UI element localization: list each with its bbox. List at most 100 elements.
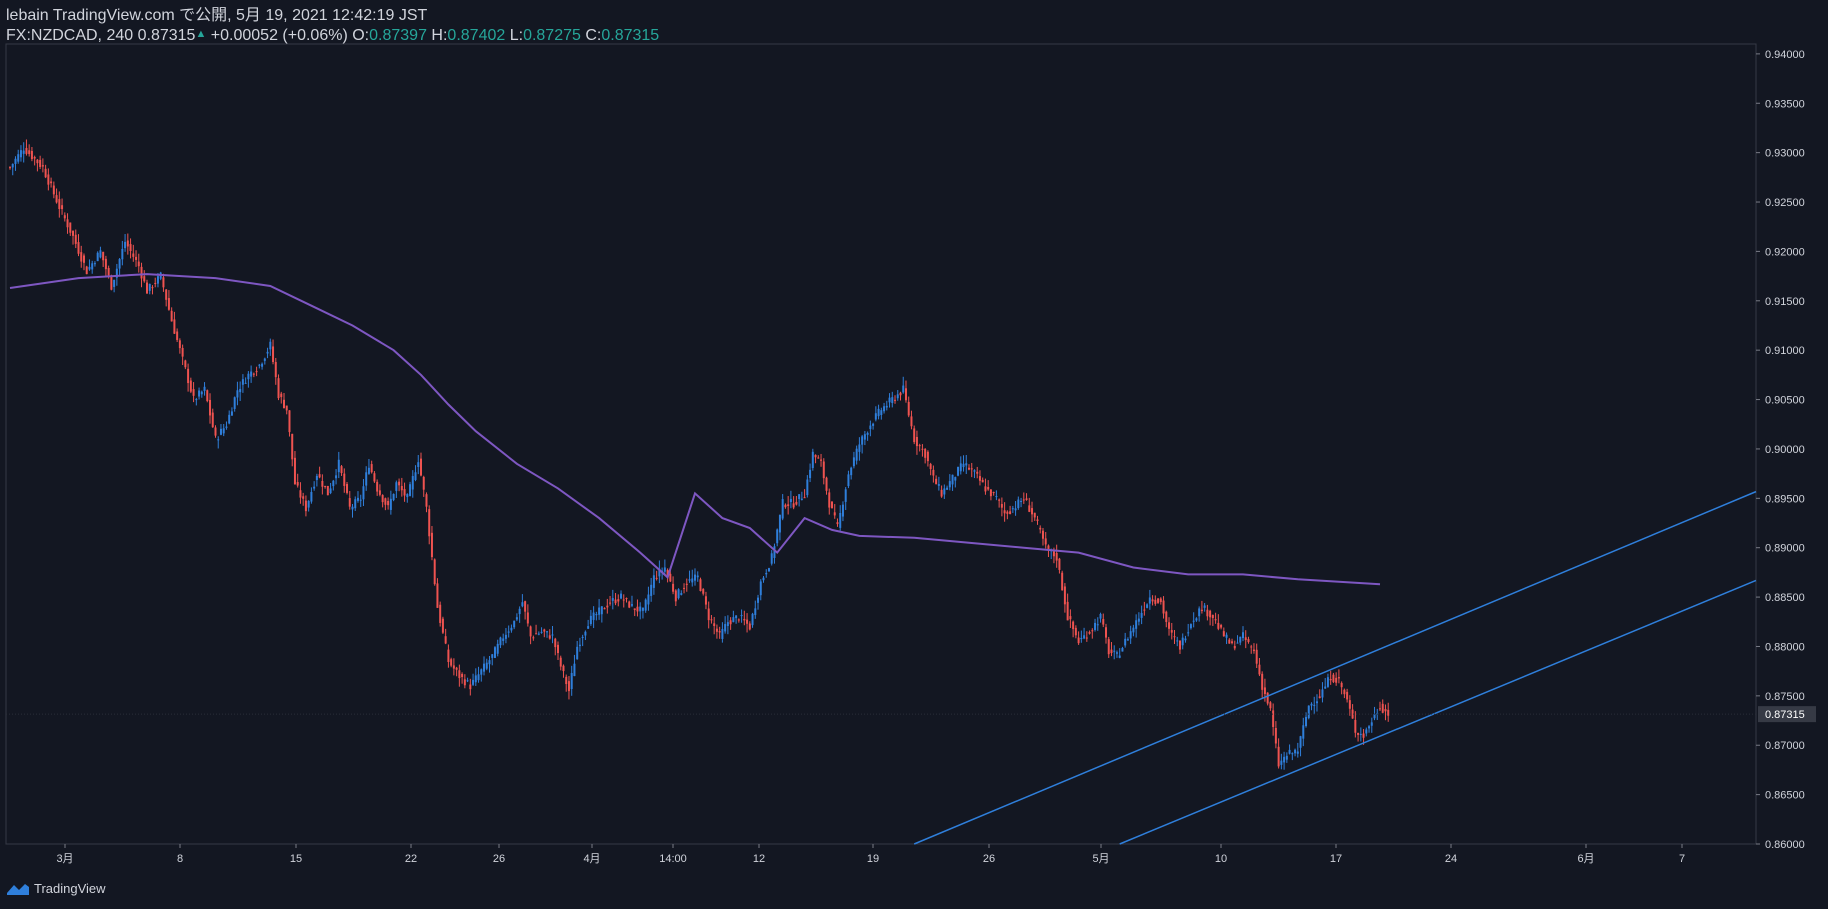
candle-body (510, 627, 513, 631)
candle-body (135, 256, 138, 260)
candle-body (335, 475, 338, 479)
chart-header: lebain TradingView.com で公開, 5月 19, 2021 … (6, 6, 659, 44)
candle-body (614, 599, 617, 604)
candle-body (17, 154, 20, 162)
candle-body (537, 633, 540, 635)
candle-body (1121, 648, 1124, 652)
candle-body (1288, 749, 1291, 754)
candle-body (1280, 760, 1283, 765)
candle-body (170, 310, 173, 322)
candle-body (767, 568, 770, 572)
candle-body (1313, 704, 1316, 706)
price-axis[interactable]: 0.86000 0.86500 0.87000 0.87500 0.88000 0.885… (6, 49, 1816, 851)
candle-body (181, 347, 184, 357)
candle-body (633, 608, 636, 611)
candle-body (392, 493, 395, 501)
channel-upper-line[interactable] (913, 490, 1757, 845)
candle-body (266, 351, 269, 354)
candle-body (1321, 689, 1324, 698)
candle-body (866, 432, 869, 435)
candle-body (965, 463, 968, 466)
candle-body (378, 490, 381, 495)
candle-body (452, 665, 455, 669)
candle-body (1277, 746, 1280, 767)
candle-body (554, 638, 557, 648)
candle-body (148, 283, 151, 291)
candle-body (469, 684, 472, 690)
candle-body (924, 449, 927, 458)
candle-body (283, 399, 285, 409)
candle-body (825, 477, 828, 491)
candle-body (1285, 755, 1288, 760)
candle-body (214, 427, 217, 436)
price-tick-label: 0.87000 (1765, 740, 1805, 752)
candle-body (1118, 655, 1121, 658)
candle-body (80, 252, 83, 262)
candle-body (178, 340, 181, 349)
candle-body (1146, 604, 1149, 608)
candle-body (578, 644, 581, 647)
candle-body (222, 428, 225, 434)
channel-lower-line[interactable] (1119, 579, 1757, 845)
candle-body (587, 626, 590, 629)
trendline-layer[interactable] (913, 490, 1757, 845)
candle-body (1052, 551, 1055, 557)
candle-body (493, 647, 496, 658)
low-value: 0.87275 (523, 27, 581, 44)
candle-body (96, 252, 99, 262)
candle-body (1165, 611, 1168, 622)
candle-body (814, 454, 817, 458)
candle-body (524, 601, 527, 612)
candle-body (154, 282, 157, 284)
candle-body (110, 275, 113, 290)
candle-body (33, 157, 36, 159)
time-tick-label: 12 (753, 853, 765, 865)
candle-body (1354, 720, 1357, 733)
candle-body (1170, 630, 1173, 633)
candle-body (187, 368, 190, 384)
candle-body (721, 629, 724, 639)
candle-body (1187, 632, 1190, 634)
candle-body (384, 498, 387, 505)
candle-body (754, 608, 757, 616)
candle-body (1346, 691, 1349, 700)
candle-body (883, 406, 886, 412)
candle-body (666, 569, 669, 576)
candle-body (52, 185, 55, 195)
candle-body (55, 195, 58, 203)
candle-body (715, 628, 718, 632)
candle-body (1058, 558, 1061, 570)
time-tick-label: 15 (290, 853, 302, 865)
candle-body (888, 397, 891, 403)
candle-body (809, 469, 812, 479)
candle-body (483, 663, 486, 672)
candle-body (50, 181, 53, 184)
candle-body (992, 492, 995, 494)
candle-body (1096, 624, 1099, 626)
candle-body (488, 660, 491, 665)
candle-body (480, 669, 483, 675)
price-tick-label: 0.86000 (1765, 839, 1805, 851)
candle-body (1011, 508, 1014, 510)
time-axis[interactable]: 3月 8 15 22 26 4月 14:00 12 19 26 5月 10 17 24 6月 7 (56, 844, 1685, 865)
candle-body (195, 399, 198, 401)
candle-body (63, 215, 66, 219)
candle-body (600, 606, 603, 615)
candle-body (1091, 630, 1094, 632)
candle-body (803, 497, 806, 499)
time-tick-label: 5月 (1092, 853, 1109, 865)
candle-body (1373, 714, 1376, 719)
candle-body (326, 485, 329, 496)
candle-body (192, 389, 195, 396)
candle-body (244, 382, 247, 384)
candle-body (72, 230, 75, 236)
candle-body (1329, 678, 1332, 681)
candle-body (515, 617, 518, 620)
candle-body (91, 263, 94, 270)
time-tick-label: 4月 (583, 853, 600, 865)
candle-body (252, 373, 255, 375)
candle-body (1310, 703, 1313, 706)
candle-body (1381, 703, 1384, 713)
candle-body (102, 251, 105, 261)
